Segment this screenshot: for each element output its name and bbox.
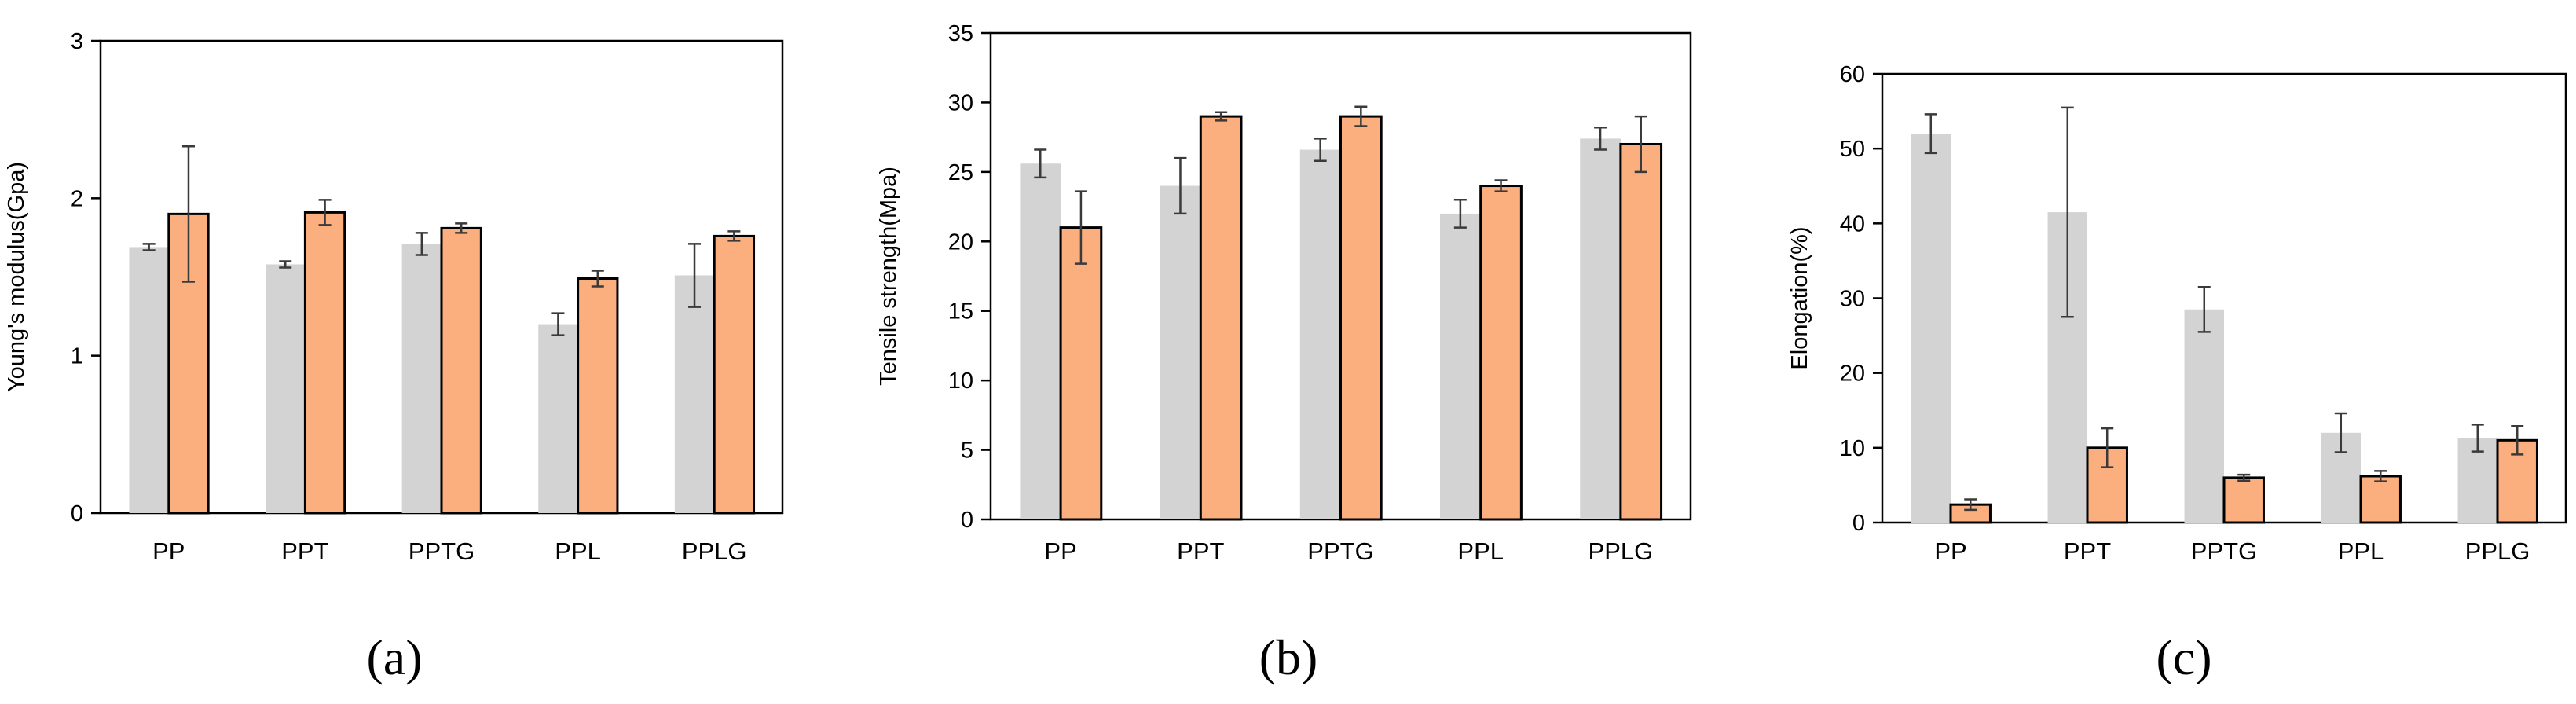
error-bar [727, 230, 741, 242]
error-bar [279, 260, 292, 269]
bar-series-1-pptg [1299, 149, 1341, 519]
bar-series-1-pp [1020, 163, 1061, 519]
chart-panel-2: 0 5 10 15 20 25 30 35 Tensile strength(Mpa) PP PPT… [876, 21, 1692, 685]
error-bar [2471, 424, 2484, 453]
error-bar [1215, 111, 1228, 122]
category-label: PPLG [2465, 537, 2530, 565]
y-tick-label: 30 [948, 90, 973, 116]
y-tick-label: 0 [71, 501, 83, 526]
error-bar [1174, 156, 1187, 215]
error-bar [181, 145, 195, 283]
error-bar [1594, 126, 1607, 151]
error-bar [1494, 179, 1508, 192]
category-label: PP [152, 537, 185, 565]
bar-series-2-ppl [577, 277, 619, 515]
bar-series-1-pp [129, 247, 169, 513]
y-tick-label: 30 [1840, 287, 1865, 312]
error-bar [2511, 424, 2524, 456]
error-bar [591, 270, 604, 288]
category-label: PPL [1457, 537, 1504, 565]
bar-series-2-pplg [1619, 142, 1663, 521]
panel-label: (a) [366, 629, 422, 685]
bar-series-2-pplg [713, 234, 756, 515]
category-label: PP [1044, 537, 1076, 565]
y-axis-label: Elongation(%) [1787, 226, 1812, 369]
category-label: PPT [281, 537, 328, 565]
error-bar [1924, 113, 1937, 155]
error-bar [2237, 473, 2251, 482]
category-label: PPTG [1307, 537, 1373, 565]
category-label: PPLG [1588, 537, 1654, 565]
error-bar [2197, 285, 2211, 333]
bar-series-1-pptg [2184, 309, 2224, 522]
error-bar [2334, 412, 2347, 453]
y-tick-label: 20 [948, 229, 973, 255]
category-label: PP [1934, 537, 1966, 565]
y-tick-label: 60 [1840, 62, 1865, 87]
y-tick-label: 15 [948, 299, 973, 324]
y-tick-label: 25 [948, 160, 973, 185]
category-label: PPT [1177, 537, 1224, 565]
category-label: PPT [2064, 537, 2111, 565]
error-bar [2101, 427, 2114, 468]
bar-series-1-ppt [266, 264, 306, 513]
chart-panel-3: 0 10 20 30 40 50 60 Elongation(%) PP PPT PPTG PPL PP… [1787, 62, 2567, 685]
bar-series-1-pp [1911, 134, 1951, 522]
bar-series-1-ppl [1440, 213, 1481, 519]
bar-series-2-ppt [303, 211, 346, 515]
bar-series-2-pptg [2222, 476, 2265, 524]
bar-series-1-ppl [538, 324, 578, 513]
error-bar [318, 199, 332, 226]
y-tick-label: 35 [948, 21, 973, 46]
bar-series-1-pplg [1580, 138, 1621, 519]
panel-label: (c) [2156, 629, 2211, 685]
bar-series-2-ppt [1199, 115, 1243, 521]
error-bar [1034, 148, 1047, 179]
error-bar [142, 243, 156, 251]
panel-label: (b) [1259, 629, 1318, 685]
y-tick-label: 3 [71, 29, 83, 54]
error-bar [1074, 190, 1087, 265]
bar-series-1-pptg [401, 244, 442, 513]
y-tick-label: 5 [961, 438, 973, 464]
y-tick-label: 20 [1840, 361, 1865, 387]
bar-series-2-pptg [440, 226, 482, 515]
error-bar [1634, 115, 1647, 174]
error-bar [455, 222, 468, 234]
category-label: PPL [555, 537, 601, 565]
y-axis-label: Tensile strength(Mpa) [876, 167, 901, 386]
chart-panel-1: 0 1 2 3 Young's modulus(Gpa) PP PPT PPTG PPL PPLG… [4, 29, 784, 685]
error-bar [1354, 105, 1368, 127]
y-tick-label: 40 [1840, 211, 1865, 236]
error-bar [415, 232, 428, 256]
error-bar [2374, 470, 2387, 482]
category-label: PPLG [682, 537, 747, 565]
error-bar [1314, 138, 1327, 162]
y-tick-label: 0 [1852, 511, 1865, 536]
category-label: PPL [2338, 537, 2384, 565]
bar-series-1-ppt [1160, 185, 1201, 520]
error-bar [1453, 198, 1467, 229]
bar-series-1-pplg [674, 275, 715, 513]
y-tick-label: 0 [961, 508, 973, 533]
category-label: PPTG [2191, 537, 2257, 565]
y-axis-label: Young's modulus(Gpa) [4, 162, 29, 392]
bar-series-2-pp [1059, 226, 1103, 521]
error-bar [551, 312, 565, 336]
bar-series-2-ppl [2359, 475, 2402, 524]
y-tick-label: 50 [1840, 137, 1865, 162]
y-tick-label: 1 [71, 344, 83, 369]
error-bar [688, 243, 702, 308]
error-bar [2061, 106, 2074, 318]
bar-series-2-ppl [1479, 185, 1523, 521]
category-label: PPTG [409, 537, 475, 565]
error-bar [1964, 498, 1977, 512]
y-tick-label: 10 [948, 368, 973, 394]
bar-series-2-pptg [1339, 115, 1383, 521]
y-tick-label: 10 [1840, 436, 1865, 461]
y-tick-label: 2 [71, 186, 83, 211]
